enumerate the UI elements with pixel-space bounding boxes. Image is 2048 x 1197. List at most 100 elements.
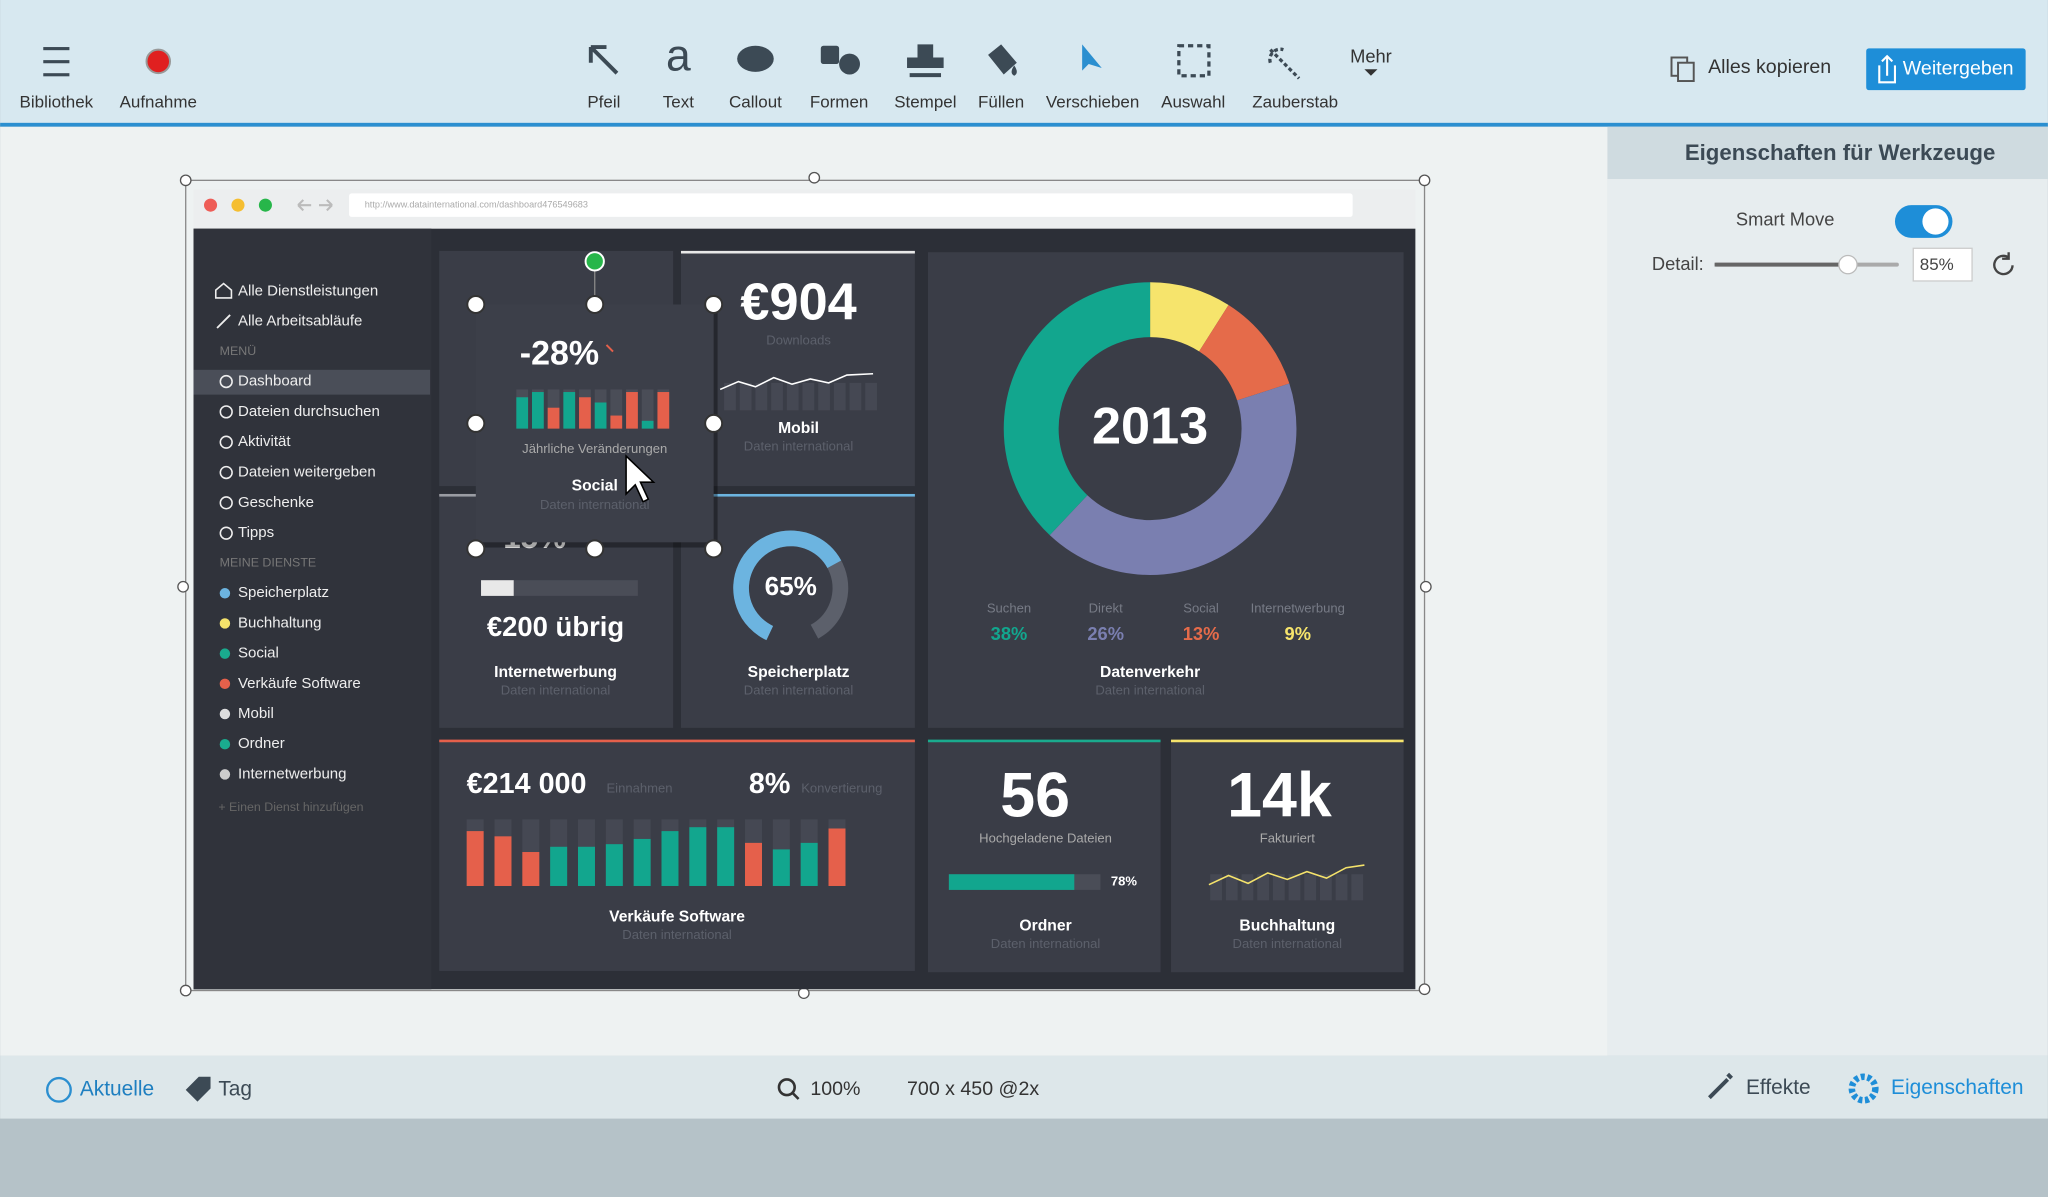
record-button[interactable]: Aufnahme [120, 93, 197, 112]
resize-handle[interactable] [704, 413, 724, 433]
sidebar-item[interactable]: Buchhaltung [238, 614, 321, 631]
sidebar-item[interactable]: Geschenke [238, 494, 314, 511]
card [680, 250, 915, 487]
legend-name: Internetwerbung [1251, 600, 1345, 615]
donut-segment [1003, 282, 1297, 575]
toolbar-border [0, 122, 2048, 127]
sidebar-item[interactable]: Dateien weitergeben [238, 463, 376, 480]
resize-handle[interactable] [585, 539, 605, 559]
tool-button[interactable]: Pfeil [587, 93, 620, 112]
resize-handle[interactable] [704, 539, 724, 559]
chart-bar [633, 838, 651, 886]
chart-bar [689, 827, 707, 886]
chart-bar [550, 846, 568, 886]
copy-button[interactable]: Alles kopieren [1708, 56, 1831, 78]
reset-icon[interactable] [1993, 252, 2014, 276]
sidebar-item[interactable]: Alle Arbeitsabläufe [238, 312, 362, 329]
spark-bar [1351, 874, 1364, 901]
tool-button[interactable]: Verschieben [1046, 93, 1139, 112]
sparkline [719, 372, 874, 391]
rotate-handle[interactable] [584, 251, 605, 272]
status-bar [0, 1055, 2048, 1119]
spark-bar [802, 382, 815, 411]
card-title: Buchhaltung [1239, 918, 1335, 935]
resize-handle[interactable] [466, 295, 486, 314]
slider-knob[interactable] [1838, 254, 1858, 275]
frame-handle[interactable] [1418, 174, 1431, 187]
select-icon [1177, 44, 1211, 78]
chart-bar-bg [641, 389, 654, 429]
tool-button[interactable]: Text [663, 93, 694, 112]
sidebar-heading: MEINE DIENSTE [220, 555, 317, 569]
donut-segment [1003, 282, 1297, 575]
sidebar-item[interactable]: Verkäufe Software [238, 675, 361, 692]
sidebar-item[interactable]: Mobil [238, 705, 274, 722]
menu-icon [219, 465, 233, 480]
sidebar-item[interactable]: Social [238, 645, 279, 662]
gauge-value: 65% [765, 571, 817, 601]
image-size[interactable]: 700 x 450 @2x [907, 1078, 1039, 1100]
tool-button[interactable]: Füllen [978, 93, 1024, 112]
resize-handle[interactable] [466, 539, 486, 559]
tool-button[interactable]: Auswahl [1161, 93, 1225, 112]
spark-bar [865, 382, 877, 411]
sidebar-item[interactable]: Aktivität [238, 433, 291, 450]
sidebar-item[interactable]: Internetwerbung [238, 765, 347, 782]
chart-bar-bg [610, 389, 623, 429]
card-source: Daten international [622, 927, 732, 942]
sidebar-item[interactable]: Dateien durchsuchen [238, 403, 380, 420]
side-panel [1607, 126, 2048, 1056]
frame-handle[interactable] [179, 174, 192, 187]
resize-handle[interactable] [466, 413, 486, 433]
frame-handle[interactable] [808, 171, 821, 184]
spark-bar [739, 382, 752, 411]
frame-handle[interactable] [179, 984, 192, 997]
tool-button[interactable]: Formen [810, 93, 868, 112]
sidebar-item[interactable]: Dashboard [238, 373, 311, 390]
tool-button[interactable]: Callout [729, 93, 782, 112]
sidebar-item[interactable]: Ordner [238, 735, 285, 752]
toolbar [0, 0, 2048, 125]
slider-fill [1714, 262, 1848, 267]
nav-arrows [297, 199, 333, 212]
service-dot [219, 738, 231, 750]
tag-button[interactable]: Tag [218, 1077, 252, 1100]
frame-handle[interactable] [1418, 983, 1431, 996]
recent-button[interactable]: Aktuelle [80, 1077, 154, 1100]
chart-bar [828, 828, 846, 886]
card-source: Daten international [501, 683, 611, 698]
card-caption: Einnahmen [606, 781, 672, 796]
more-button[interactable]: Mehr [1350, 45, 1392, 66]
properties-button[interactable]: Eigenschaften [1891, 1076, 2023, 1099]
chart-bar [610, 415, 623, 429]
sidebar-item[interactable]: Tipps [238, 524, 274, 541]
text-icon: a [666, 32, 691, 81]
library-button[interactable]: Bibliothek [20, 93, 94, 112]
resize-handle[interactable] [704, 295, 724, 314]
wand-icon [1268, 47, 1301, 80]
zoom-level[interactable]: 100% [810, 1078, 860, 1100]
sidebar-item[interactable]: Alle Dienstleistungen [238, 282, 378, 299]
share-button[interactable]: Weitergeben [1903, 57, 2014, 79]
window-button [258, 198, 272, 212]
spark-bar [1319, 874, 1332, 901]
frame-handle[interactable] [177, 580, 189, 593]
detail-value[interactable]: 85% [1920, 255, 1954, 274]
chart-bar [641, 420, 654, 429]
menu-icon [219, 405, 233, 419]
tool-button[interactable]: Stempel [894, 93, 956, 112]
wand-small-icon [216, 314, 231, 329]
tool-button[interactable]: Zauberstab [1252, 93, 1338, 112]
menu-icon [219, 526, 233, 540]
frame-handle[interactable] [1419, 580, 1432, 593]
spark-bar [1210, 874, 1222, 901]
legend-name: Suchen [987, 600, 1031, 615]
resize-handle[interactable] [585, 295, 605, 314]
frame-handle[interactable] [797, 987, 810, 1000]
chart-bar [579, 397, 591, 429]
sidebar-item[interactable]: Speicherplatz [238, 584, 329, 601]
effects-button[interactable]: Effekte [1746, 1076, 1811, 1099]
add-service[interactable]: + Einen Dienst hinzufügen [218, 800, 363, 814]
selected-object[interactable] [475, 304, 714, 543]
chart-bar [717, 827, 735, 886]
